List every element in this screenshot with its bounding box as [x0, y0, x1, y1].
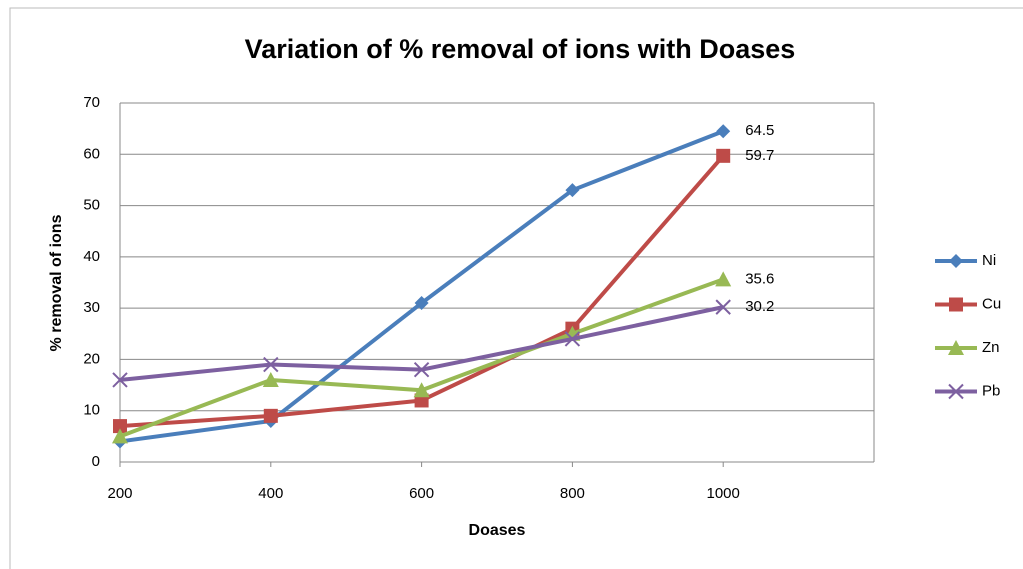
data-label: 59.7: [745, 147, 774, 164]
data-point: [413, 361, 430, 378]
data-point: [565, 183, 580, 198]
legend-label: Cu: [982, 295, 1001, 312]
chart-title: Variation of % removal of ions with Doas…: [245, 34, 796, 64]
legend-marker: [948, 340, 964, 355]
y-tick-label: 40: [83, 248, 100, 265]
y-axis-title: % removal of ions: [48, 214, 65, 351]
data-point: [716, 148, 731, 163]
data-label: 30.2: [745, 298, 774, 315]
y-tick-label: 70: [83, 94, 100, 111]
legend-label: Pb: [982, 382, 1000, 399]
data-label: 35.6: [745, 270, 774, 287]
x-tick-label: 400: [258, 485, 283, 502]
data-point: [413, 382, 430, 398]
y-tick-label: 60: [83, 145, 100, 162]
x-tick-label: 200: [107, 485, 132, 502]
legend-marker: [948, 383, 964, 400]
legend-marker: [949, 297, 963, 312]
x-axis-title: Doases: [469, 522, 526, 539]
data-point: [113, 419, 127, 434]
x-tick-label: 600: [409, 485, 434, 502]
legend-marker: [949, 254, 963, 268]
data-point: [414, 296, 429, 311]
y-tick-label: 50: [83, 197, 100, 214]
chart-border: [9, 7, 1023, 569]
y-tick-label: 10: [83, 402, 100, 419]
data-point: [715, 271, 732, 287]
data-point: [263, 356, 279, 373]
legend-label: Zn: [982, 339, 1000, 356]
data-point: [715, 299, 731, 315]
data-point: [112, 372, 128, 388]
y-tick-label: 20: [83, 350, 100, 367]
data-point: [263, 408, 278, 423]
data-point: [564, 331, 581, 347]
legend-label: Ni: [982, 252, 996, 269]
data-label: 64.5: [745, 122, 774, 139]
y-tick-label: 0: [92, 453, 100, 470]
data-point: [112, 428, 128, 444]
x-tick-label: 1000: [707, 485, 740, 502]
x-tick-label: 800: [560, 485, 585, 502]
y-tick-label: 30: [83, 299, 100, 316]
data-point: [716, 124, 731, 139]
data-point: [262, 371, 279, 387]
